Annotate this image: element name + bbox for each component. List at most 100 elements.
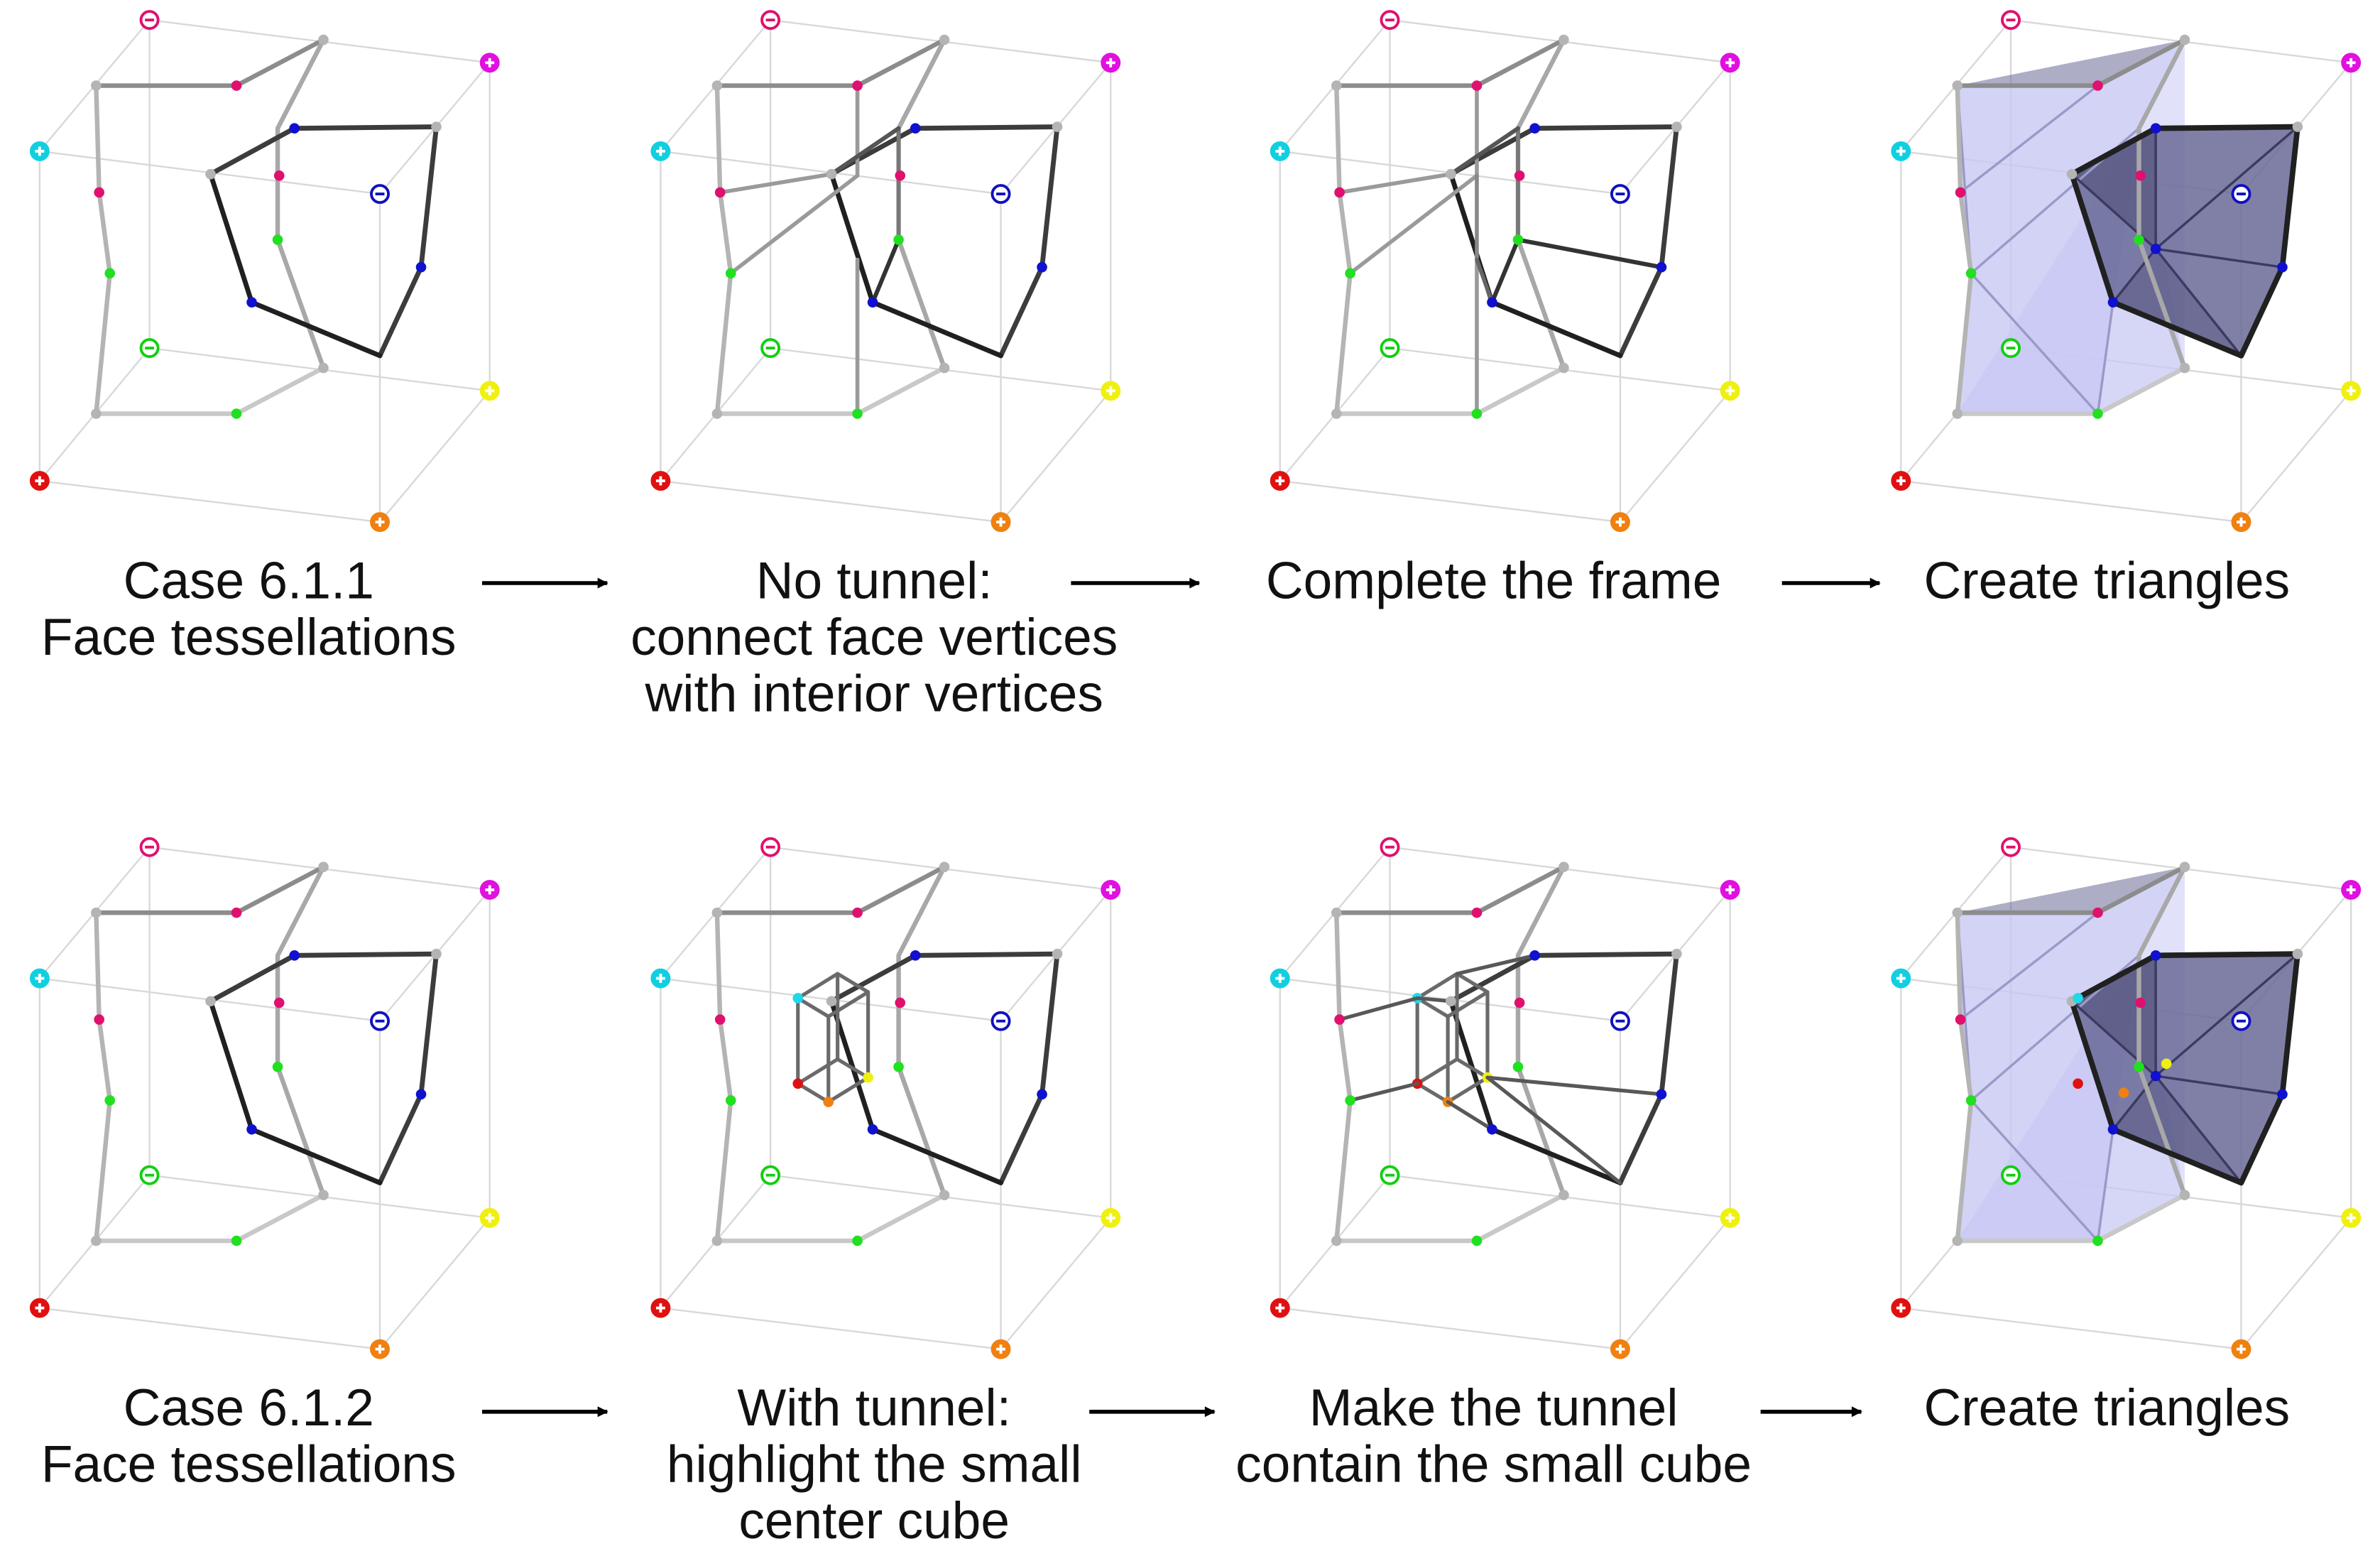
green-vertex-dot [1471,1235,1483,1246]
corner-vertex-dot [939,362,950,374]
corner-vertex-dot [91,1235,102,1246]
top-face-path [1334,864,1566,915]
corner-vertex-dot [711,1235,723,1246]
cube-edge [1279,1307,1622,1350]
connector-edge [1448,126,1520,177]
inner-front-path [208,951,439,1185]
red-vertex-dot [2073,1078,2083,1089]
triangle-edge [2154,1075,2284,1096]
blue-vertex-dot [2277,261,2288,273]
pink-vertex-dot [273,997,285,1008]
pink-vertex-dot [1471,80,1483,91]
panel-caption: Case 6.1.1 Face tessellations [41,553,457,667]
triangle-edge [1970,272,2100,415]
corner-vertex-dot [1952,408,1963,419]
corner-vertex-dot [91,907,102,918]
corner-markers [29,10,500,533]
cube-edge [1000,390,1112,523]
pink-vertex-dot [1334,1014,1345,1025]
panel-r1-c3 [1891,837,2362,1359]
pink-vertex-dot [2135,997,2146,1008]
blue-vertex-dot [289,123,300,134]
back-face-path [275,37,326,371]
bottom-face-path [1334,1192,1566,1244]
corner-vertex-dot [318,362,329,374]
tunnel-edge [1485,1075,1664,1097]
corner-markers [650,837,1121,1359]
corner-vertex-dot [1671,121,1682,132]
triangle-edges [1956,84,2299,415]
pink-vertex-dot [895,997,906,1008]
top-face-path [714,864,947,915]
orange-vertex-dot [823,1097,834,1107]
back-face-path [1515,37,1566,371]
back-face-path [896,37,947,371]
connector-edges [1337,83,1664,416]
top-face-path [1334,37,1566,88]
caption-line: Face tessellations [41,609,457,666]
blue-vertex-dot [2150,1070,2161,1082]
blue-vertex-dot [246,1124,257,1135]
blue-vertex-dot [1529,123,1540,134]
connector-edge [1475,257,1495,305]
pink-vertex-dot [1514,170,1525,181]
triangle-face [2071,128,2156,249]
triangle-face [2112,249,2242,356]
triangle-edge [2154,1075,2243,1185]
corner-vertex-dot [1559,34,1569,45]
panel-r0-c3 [1891,10,2362,533]
blue-vertex-dot [2107,297,2119,308]
pink-vertex-dot [1955,187,1966,198]
blue-vertex-dot [1656,261,1667,273]
green-vertex-dot [231,1235,242,1246]
caption-line: Case 6.1.2 [124,1379,374,1437]
inner-edge [208,171,254,305]
corner-vertex-dot [1559,362,1569,374]
corner-vertex-dot [91,408,102,419]
corner-vertex-dot [91,80,102,91]
connector-edge [1515,237,1664,270]
caption-line: highlight the small [667,1436,1082,1494]
inner-edge [829,171,875,305]
green-vertex-dot [104,1095,116,1106]
panel-r1-c2 [1270,837,1740,1359]
tunnel-edge [1446,1100,1495,1131]
tunnel-edge [1485,1075,1622,1185]
green-vertex-dot [1345,1095,1355,1106]
caption-line: Case 6.1.1 [124,553,374,610]
triangle-edge [2096,1128,2114,1242]
triangle-face [2071,955,2156,1077]
corner-vertex-dot [1446,996,1456,1007]
corner-vertex-dot [711,408,723,419]
yellow-vertex-dot [863,1072,873,1083]
cube-edge [2240,390,2352,523]
panel-r0-c1 [650,10,1121,533]
green-vertex-dot [725,268,736,279]
pink-vertex-dot [895,170,906,181]
red-vertex-dot [792,1078,804,1089]
corner-vertex-dot [1952,907,1963,918]
corner-vertex-dot [826,168,837,180]
blue-vertex-dot [246,297,257,308]
corner-vertex-dot [2179,362,2190,374]
blue-vertex-dot [910,950,921,961]
top-face-path [714,37,947,88]
connector-edge [870,237,901,305]
corner-vertex-dot [1331,907,1342,918]
top-face-path [94,37,326,88]
pink-vertex-dot [231,80,242,91]
inner-edge [1490,300,1623,359]
corner-vertex-dot [1052,948,1063,959]
panel-caption: Make the tunnel contain the small cube [1235,1379,1752,1494]
green-vertex-dot [893,234,904,245]
triangle-face [2097,866,2185,956]
green-vertex-dot [852,408,863,419]
corner-vertex-dot [318,34,329,45]
panel-caption: Complete the frame [1266,553,1721,610]
panel-r0-c2 [1270,10,1740,533]
yellow-vertex-dot [2161,1058,2172,1070]
triangle-edge [1970,1099,2100,1242]
corner-vertex-dot [939,34,950,45]
blue-vertex-dot [415,261,427,273]
